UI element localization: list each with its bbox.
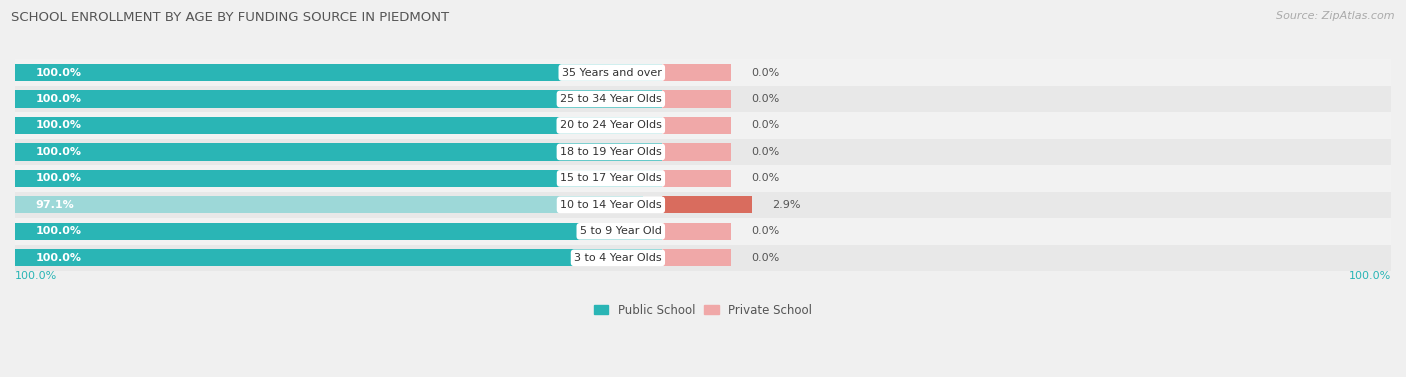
Text: 100.0%: 100.0%: [35, 121, 82, 130]
Bar: [15, 112, 1391, 139]
Bar: [15, 218, 1391, 245]
Text: 2.9%: 2.9%: [772, 200, 801, 210]
Bar: [15, 223, 662, 240]
Text: 20 to 24 Year Olds: 20 to 24 Year Olds: [560, 121, 662, 130]
Bar: [662, 64, 731, 81]
Text: 0.0%: 0.0%: [751, 67, 779, 78]
Bar: [15, 86, 1391, 112]
Bar: [15, 196, 643, 213]
Bar: [15, 165, 1391, 192]
Bar: [662, 196, 752, 213]
Text: 0.0%: 0.0%: [751, 147, 779, 157]
Bar: [15, 117, 662, 134]
Text: 100.0%: 100.0%: [35, 253, 82, 263]
Text: 100.0%: 100.0%: [35, 67, 82, 78]
Bar: [15, 90, 662, 107]
Text: 18 to 19 Year Olds: 18 to 19 Year Olds: [560, 147, 662, 157]
Bar: [15, 139, 1391, 165]
Bar: [662, 90, 731, 107]
Text: 0.0%: 0.0%: [751, 253, 779, 263]
Bar: [15, 249, 662, 267]
Bar: [15, 170, 662, 187]
Bar: [662, 143, 731, 161]
Bar: [15, 59, 1391, 86]
Text: 100.0%: 100.0%: [1348, 271, 1391, 281]
Bar: [15, 245, 1391, 271]
Text: 0.0%: 0.0%: [751, 173, 779, 183]
Text: 3 to 4 Year Olds: 3 to 4 Year Olds: [574, 253, 662, 263]
Text: 35 Years and over: 35 Years and over: [562, 67, 662, 78]
Bar: [15, 192, 1391, 218]
Text: 10 to 14 Year Olds: 10 to 14 Year Olds: [560, 200, 662, 210]
Text: 97.1%: 97.1%: [35, 200, 75, 210]
Text: 0.0%: 0.0%: [751, 226, 779, 236]
Text: 0.0%: 0.0%: [751, 121, 779, 130]
Bar: [662, 223, 731, 240]
Text: 100.0%: 100.0%: [15, 271, 58, 281]
Bar: [662, 249, 731, 267]
Text: 0.0%: 0.0%: [751, 94, 779, 104]
Text: 100.0%: 100.0%: [35, 226, 82, 236]
Text: SCHOOL ENROLLMENT BY AGE BY FUNDING SOURCE IN PIEDMONT: SCHOOL ENROLLMENT BY AGE BY FUNDING SOUR…: [11, 11, 450, 24]
Text: 25 to 34 Year Olds: 25 to 34 Year Olds: [560, 94, 662, 104]
Text: 5 to 9 Year Old: 5 to 9 Year Old: [579, 226, 662, 236]
Bar: [15, 143, 662, 161]
Text: Source: ZipAtlas.com: Source: ZipAtlas.com: [1277, 11, 1395, 21]
Text: 100.0%: 100.0%: [35, 147, 82, 157]
Text: 100.0%: 100.0%: [35, 173, 82, 183]
Bar: [662, 117, 731, 134]
Bar: [15, 64, 662, 81]
Bar: [662, 170, 731, 187]
Text: 100.0%: 100.0%: [35, 94, 82, 104]
Legend: Public School, Private School: Public School, Private School: [589, 299, 817, 321]
Text: 15 to 17 Year Olds: 15 to 17 Year Olds: [560, 173, 662, 183]
